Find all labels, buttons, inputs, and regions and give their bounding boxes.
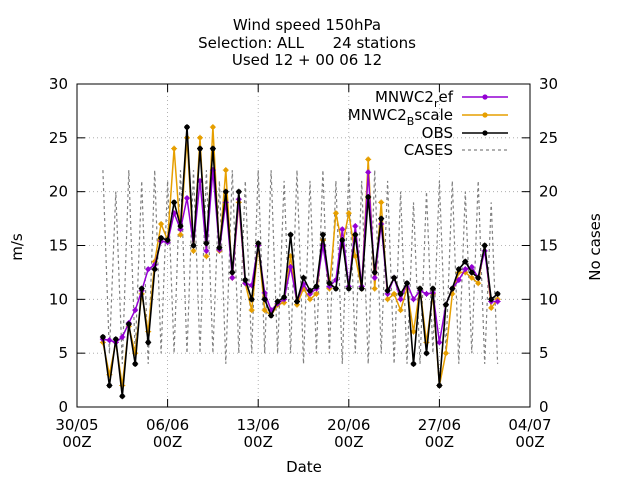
y2-tick-label: 5: [539, 344, 549, 362]
legend-label-cases: CASES: [404, 141, 453, 159]
chart-title: Wind speed 150hPa: [233, 16, 381, 34]
y-tick-label: 30: [49, 75, 68, 93]
x-tick-label: 20/06: [327, 416, 370, 434]
y2-axis-label: No cases: [586, 213, 604, 281]
x-tick-label: 30/05: [55, 416, 98, 434]
legend-label-obs: OBS: [422, 124, 453, 142]
x-tick-label: 13/06: [237, 416, 280, 434]
series-line-cases: [102, 170, 499, 364]
chart-subtitle: Selection: ALL 24 stations: [198, 34, 416, 52]
y2-tick-label: 0: [539, 398, 549, 416]
legend-label-mnwc2-ref: MNWC2ref: [375, 88, 454, 110]
x-tick-label-hour: 00Z: [244, 433, 273, 451]
x-axis-label: Date: [286, 458, 322, 476]
series-layer: [99, 124, 501, 400]
x-tick-label-hour: 00Z: [334, 433, 363, 451]
y-tick-label: 5: [58, 344, 68, 362]
y2-tick-label: 30: [539, 75, 558, 93]
x-tick-label-hour: 00Z: [515, 433, 544, 451]
y2-tick-label: 15: [539, 237, 558, 255]
x-tick-label-hour: 00Z: [153, 433, 182, 451]
x-tick-label: 04/07: [508, 416, 551, 434]
legend-label-mnwc2-bscale: MNWC2Bscale: [348, 106, 453, 128]
series-line-mnwc2-bscale: [102, 126, 499, 387]
x-tick-label-hour: 00Z: [425, 433, 454, 451]
chart-title-group: Wind speed 150hPa Selection: ALL 24 stat…: [198, 16, 416, 69]
chart-subtitle-2: Used 12 + 00 06 12: [232, 51, 382, 69]
legend-marker-obs: [482, 130, 488, 136]
y-tick-label: 0: [58, 398, 68, 416]
y2-tick-label: 10: [539, 290, 558, 308]
x-tick-label-hour: 00Z: [62, 433, 91, 451]
x-tick-label: 06/06: [146, 416, 189, 434]
legend-marker-mnwc2-bscale: [482, 112, 488, 118]
y-tick-label: 10: [49, 290, 68, 308]
y-tick-label: 15: [49, 237, 68, 255]
y-tick-label: 20: [49, 183, 68, 201]
y-tick-label: 25: [49, 129, 68, 147]
series-line-obs: [102, 126, 499, 398]
y2-tick-label: 20: [539, 183, 558, 201]
x-tick-label: 27/06: [418, 416, 461, 434]
legend-marker-mnwc2-ref: [482, 94, 488, 100]
y-axis-label: m/s: [8, 233, 26, 261]
y2-tick-label: 25: [539, 129, 558, 147]
